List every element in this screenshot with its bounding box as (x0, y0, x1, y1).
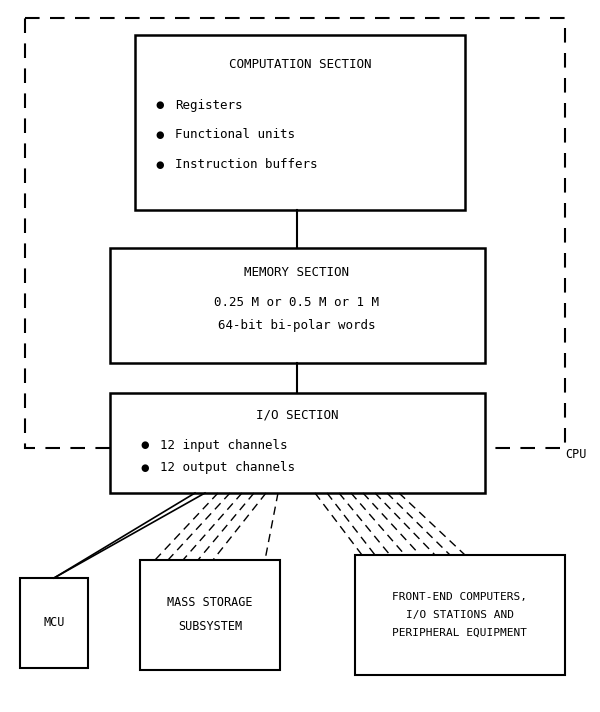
Text: CPU: CPU (565, 448, 586, 461)
Bar (110, 393, 485, 493)
Bar (110, 248, 485, 363)
Bar (20, 578, 88, 668)
Text: Registers: Registers (175, 98, 242, 112)
Text: I/O STATIONS AND: I/O STATIONS AND (406, 610, 514, 620)
Text: MEMORY SECTION: MEMORY SECTION (245, 266, 349, 278)
Text: ●: ● (156, 160, 164, 170)
Bar (140, 560, 280, 670)
Text: 64-bit bi-polar words: 64-bit bi-polar words (218, 318, 376, 332)
Text: ●: ● (141, 463, 149, 473)
Bar (355, 555, 565, 675)
Text: MCU: MCU (43, 617, 65, 629)
Bar (135, 35, 465, 210)
Text: I/O SECTION: I/O SECTION (256, 409, 338, 422)
Text: ●: ● (156, 130, 164, 140)
Text: FRONT-END COMPUTERS,: FRONT-END COMPUTERS, (392, 592, 527, 602)
Text: Instruction buffers: Instruction buffers (175, 159, 317, 172)
Text: PERIPHERAL EQUIPMENT: PERIPHERAL EQUIPMENT (392, 628, 527, 638)
Text: MASS STORAGE: MASS STORAGE (167, 597, 253, 609)
Text: ●: ● (156, 100, 164, 110)
Text: 0.25 M or 0.5 M or 1 M: 0.25 M or 0.5 M or 1 M (215, 295, 380, 308)
Text: Functional units: Functional units (175, 128, 295, 142)
Bar (25, 18, 565, 448)
Text: 12 output channels: 12 output channels (160, 461, 295, 474)
Text: COMPUTATION SECTION: COMPUTATION SECTION (229, 58, 371, 71)
Text: SUBSYSTEM: SUBSYSTEM (178, 620, 242, 634)
Text: ●: ● (141, 440, 149, 450)
Text: 12 input channels: 12 input channels (160, 439, 287, 451)
